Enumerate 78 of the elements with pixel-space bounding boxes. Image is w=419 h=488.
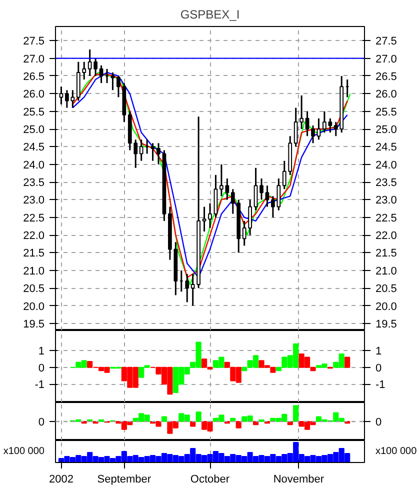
- y2-tick-label: 22.0: [376, 230, 397, 242]
- candlestick: [82, 61, 86, 80]
- y2-tick-label: 0: [376, 362, 382, 374]
- y-tick-label: 26.5: [23, 70, 45, 83]
- y2-tick-label: 22.5: [376, 212, 397, 224]
- candlestick: [156, 142, 160, 166]
- y-tick-label: 23.0: [23, 194, 45, 207]
- y-tick-label: 25.5: [23, 106, 45, 118]
- y2-tick-label: 21.0: [376, 265, 397, 278]
- y-tick-label: 24.5: [23, 142, 45, 154]
- candlestick: [139, 138, 144, 162]
- bar: [196, 412, 202, 422]
- y2-tick-label: 26.0: [376, 88, 397, 101]
- y2-tick-label: -1: [376, 379, 386, 392]
- bar: [293, 405, 299, 422]
- y-tick-label: 22.5: [23, 212, 45, 224]
- bar: [236, 421, 242, 428]
- text: x100 000: [3, 446, 45, 457]
- x-tick-label: October: [190, 474, 230, 486]
- y2-tick-label: 23.5: [376, 177, 397, 190]
- x-tick-label: November: [273, 474, 324, 486]
- candlestick: [305, 110, 310, 137]
- candlestick: [110, 72, 115, 91]
- candlestick: [150, 142, 155, 162]
- bar: [344, 356, 350, 368]
- candlestick: [134, 138, 138, 169]
- y2-tick-label: 19.5: [376, 318, 397, 330]
- candlestick: [248, 198, 252, 236]
- y-tick-label: 23.5: [23, 177, 45, 190]
- candlestick: [202, 206, 206, 232]
- y-tick-label: 20.5: [23, 283, 45, 296]
- y-tick-label: -1: [34, 379, 44, 392]
- y-tick-label: 1: [38, 346, 45, 358]
- y-tick-label: 21.5: [23, 248, 45, 260]
- y-tick-label: 21.0: [23, 265, 45, 278]
- candlestick: [311, 124, 315, 144]
- y-tick-label: 22.0: [23, 230, 45, 242]
- y-tick-label: 20.0: [23, 300, 45, 313]
- y-tick-label: 19.5: [23, 318, 45, 330]
- y2-tick-label: 20.0: [376, 300, 397, 313]
- y-tick-label: 25.0: [23, 124, 45, 136]
- text: x100 000: [376, 446, 418, 457]
- y2-tick-label: 25.0: [376, 124, 397, 136]
- candlestick: [294, 107, 298, 148]
- y2-tick-label: 21.5: [376, 248, 397, 260]
- candlestick: [260, 178, 264, 200]
- y2-tick-label: 27.0: [376, 53, 397, 66]
- y2-tick-label: 23.0: [376, 194, 397, 207]
- x-tick-label: September: [97, 474, 152, 486]
- candlestick: [300, 94, 304, 130]
- y2-tick-label: 27.5: [376, 36, 397, 48]
- x-tick-label: 2002: [48, 474, 74, 486]
- candlestick: [242, 220, 246, 246]
- y-tick-label: 27.0: [23, 53, 45, 66]
- y-tick-label: 0: [38, 362, 45, 374]
- chart-title: GSPBEX_I: [180, 8, 240, 22]
- bar: [161, 416, 168, 422]
- text: 0: [376, 416, 382, 428]
- candlestick: [99, 64, 104, 84]
- candlestick: [59, 86, 64, 106]
- y-tick-label: 26.0: [23, 88, 45, 101]
- y2-tick-label: 25.5: [376, 106, 397, 118]
- candlestick: [254, 167, 258, 212]
- candlestick: [185, 273, 190, 303]
- y2-tick-label: 20.5: [376, 283, 397, 296]
- y2-tick-label: 24.0: [376, 159, 397, 172]
- y-tick-label: 27.5: [23, 36, 45, 48]
- y2-tick-label: 24.5: [376, 142, 397, 154]
- candlestick: [282, 160, 286, 190]
- candlestick: [316, 118, 321, 140]
- candlestick: [190, 273, 195, 307]
- y2-tick-label: 26.5: [376, 70, 397, 83]
- candlestick: [208, 202, 212, 229]
- y-tick-label: 24.0: [23, 159, 45, 172]
- candlestick: [116, 75, 120, 98]
- bar: [190, 421, 196, 427]
- y2-tick-label: 1: [376, 346, 382, 358]
- candlestick: [265, 184, 270, 208]
